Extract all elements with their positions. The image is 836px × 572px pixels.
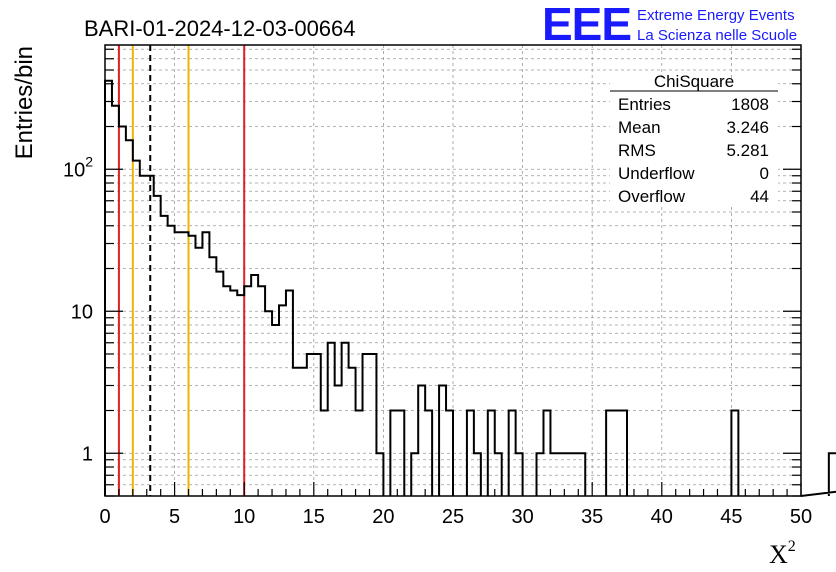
x-tick-label: 45 (720, 506, 742, 528)
eee-logo: EEE Extreme Energy Events La Scienza nel… (542, 0, 797, 50)
grid-lines (105, 45, 801, 496)
y-tick-label: 1 (82, 443, 93, 465)
logo-text: EEE (542, 0, 631, 50)
x-tick-label: 5 (169, 506, 180, 528)
x-tick-labels: 0 5 10 15 20 25 30 35 40 45 50 (99, 506, 812, 528)
stats-label: RMS (618, 141, 656, 160)
stats-value: 0 (760, 164, 769, 183)
marker-lines (117, 45, 246, 496)
stats-label: Overflow (618, 187, 686, 206)
histogram-outline (104, 79, 836, 497)
stats-box: ChiSquare Entries 1808 Mean 3.246 RMS 5.281 Un… (610, 72, 778, 206)
x-tick-label: 20 (372, 506, 394, 528)
x-axis-title-base: X (769, 540, 788, 569)
x-tick-label: 0 (99, 506, 110, 528)
x-tick-label: 40 (651, 506, 673, 528)
y-tick-label: 10 (71, 301, 93, 323)
stats-label: Underflow (618, 164, 695, 183)
logo-line-2: La Scienza nelle Scuole (637, 27, 797, 44)
y-tick-label: 102 (63, 153, 93, 181)
stats-box-background (610, 78, 778, 206)
stats-value: 3.246 (726, 118, 769, 137)
x-axis-title: X2 (769, 538, 796, 569)
chart-title: BARI-01-2024-12-03-00664 (84, 16, 356, 41)
x-tick-label: 30 (511, 506, 533, 528)
x-tick-label: 10 (233, 506, 255, 528)
stats-label: Entries (618, 95, 671, 114)
x-tick-label: 15 (303, 506, 325, 528)
axis-ticks (104, 48, 802, 497)
x-tick-label: 35 (581, 506, 603, 528)
y-axis-title: Entries/bin (11, 46, 38, 159)
plot-frame (104, 44, 802, 497)
x-axis-title-superscript: 2 (788, 538, 796, 555)
stats-value: 44 (750, 187, 769, 206)
logo-line-1: Extreme Energy Events (637, 7, 795, 24)
stats-value: 5.281 (726, 141, 769, 160)
stats-label: Mean (618, 118, 661, 137)
stats-value: 1808 (731, 95, 769, 114)
y-tick-label-exponent: 2 (85, 153, 93, 169)
x-tick-label: 25 (442, 506, 464, 528)
y-tick-label-base: 10 (63, 159, 85, 181)
x-tick-label: 50 (790, 506, 812, 528)
stats-box-title: ChiSquare (654, 72, 734, 91)
